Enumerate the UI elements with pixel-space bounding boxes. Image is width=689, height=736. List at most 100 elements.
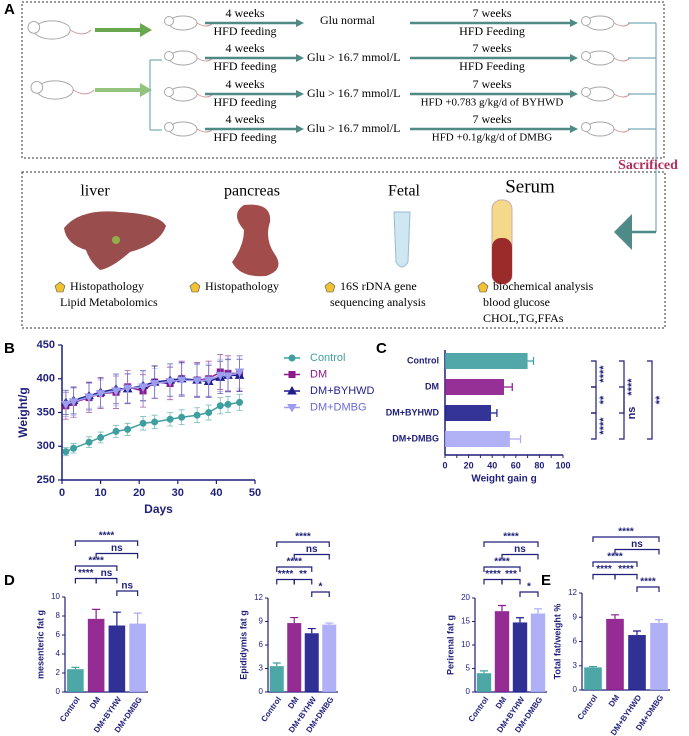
glucose: Glu > 16.7 mmol/L: [307, 50, 400, 64]
y-tick-label: 0: [466, 687, 471, 696]
x-tick-label: Control: [576, 693, 600, 721]
analysis-item: blood glucose: [483, 295, 550, 309]
mouse-head: [164, 51, 174, 61]
significance-label: ****: [88, 556, 104, 567]
significance-label: ****: [607, 552, 623, 563]
marker: [234, 368, 245, 378]
y-axis-title: Perirenal fat g: [445, 615, 455, 675]
mouse-tail: [613, 93, 631, 98]
error-bar: [307, 627, 316, 634]
organ-title: pancreas: [224, 183, 280, 200]
significance-label: **: [654, 395, 666, 404]
marker: [205, 409, 213, 416]
y-tick-label: 9: [259, 617, 264, 626]
y-tick-label: 6: [56, 630, 61, 639]
significance-label: ****: [286, 557, 302, 568]
x-tick-label: DM: [494, 695, 509, 711]
significance-bracket: [483, 578, 503, 585]
mouse-tail: [69, 29, 92, 35]
marker: [68, 398, 79, 407]
bar: [322, 624, 337, 692]
y-tick-label: 450: [37, 339, 55, 351]
mouse-head: [164, 87, 174, 97]
marker: [122, 384, 133, 394]
feeding: HFD feeding: [214, 59, 277, 73]
duration: 4 weeks: [226, 41, 265, 55]
significance-bracket: [311, 591, 330, 597]
significance-bracket: [614, 573, 638, 580]
legend-label: Control: [310, 352, 345, 364]
y-tick-label: 0: [259, 687, 264, 696]
marker: [176, 376, 187, 386]
y-tick-label: 15: [461, 617, 470, 626]
x-tick-label: 0: [59, 487, 65, 499]
arrow-head: [570, 19, 578, 27]
analysis-item: biochemical analysis: [493, 279, 594, 293]
y-tick-label: 3: [259, 664, 264, 673]
analysis-item: Histopathology: [70, 279, 144, 293]
error-bar: [71, 666, 80, 670]
marker: [124, 425, 132, 433]
y-tick-label: 250: [37, 474, 55, 486]
significance-bracket: [501, 553, 539, 560]
green-arrow: [95, 23, 152, 37]
analysis-item: CHOL,TG,FFAs: [483, 311, 564, 325]
significance-label: ns: [626, 407, 638, 420]
significance-label: ****: [618, 564, 634, 575]
mouse-head: [164, 122, 174, 132]
y-tick-label: 0: [573, 685, 578, 694]
error-bar: [290, 616, 299, 624]
gallbladder: [112, 236, 120, 244]
feeding: HFD Feeding: [459, 59, 525, 73]
bar: [445, 379, 504, 395]
error-bar: [325, 622, 334, 625]
bar: [269, 666, 284, 692]
mouse-tail: [613, 128, 631, 133]
bullet: [54, 281, 66, 293]
feeding: HFD feeding: [214, 24, 277, 38]
significance-bracket: [591, 360, 597, 388]
bar: [650, 622, 668, 690]
y-tick-label: 20: [461, 593, 470, 602]
y-tick-label: 4: [56, 649, 61, 658]
duration: 7 weeks: [473, 77, 512, 91]
error-bar: [112, 611, 121, 626]
arrow-head: [296, 54, 304, 62]
y-axis-title: mesenteric fat g: [35, 610, 45, 679]
bullet: [324, 281, 336, 293]
y-tick-label: 300: [37, 440, 55, 452]
mouse-head: [30, 81, 44, 94]
feeding: HFD feeding: [214, 130, 277, 144]
x-tick-label: 40: [210, 487, 222, 499]
bar: [287, 623, 302, 692]
panel-label: C: [376, 340, 387, 357]
category-label: DM: [425, 381, 439, 391]
error-bar: [655, 619, 663, 623]
x-tick-label: 40: [487, 460, 497, 470]
significance-label: ****: [598, 365, 610, 383]
error-bar: [480, 670, 488, 674]
mouse-head: [581, 51, 591, 61]
feeding: HFD feeding: [214, 95, 277, 109]
significance-bracket: [293, 553, 330, 560]
mouse-tail: [613, 22, 631, 27]
significance-bracket: [95, 552, 139, 559]
bar: [304, 633, 319, 692]
analysis-item: 16S rDNA gene: [340, 279, 417, 293]
x-tick-label: 100: [555, 460, 570, 470]
error-bar: [491, 409, 498, 417]
bullet: [189, 281, 201, 293]
x-tick-label: 20: [464, 460, 474, 470]
significance-label: ***: [505, 569, 517, 580]
x-axis-title: Days: [144, 502, 173, 516]
x-tick-label: 60: [511, 460, 521, 470]
bar: [494, 611, 510, 692]
significance-label: ns: [631, 539, 643, 550]
arrow-head: [570, 54, 578, 62]
error-bar: [92, 608, 101, 619]
legend-marker: [287, 385, 297, 395]
feeding: HFD +0.1g/kg/d of DMBG: [432, 132, 553, 144]
x-tick-label: 10: [94, 487, 106, 499]
glucose: Glu > 16.7 mmol/L: [307, 86, 400, 100]
